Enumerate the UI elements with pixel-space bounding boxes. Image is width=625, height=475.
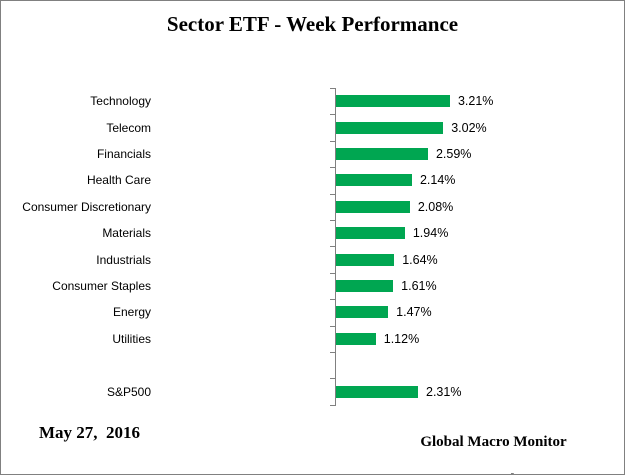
- axis-tick-mark: [330, 272, 336, 274]
- bar: [336, 253, 395, 266]
- value-label: 3.02%: [451, 120, 487, 135]
- axis-tick-mark: [330, 167, 336, 169]
- bar: [336, 227, 405, 240]
- bar: [336, 174, 412, 187]
- bar: [336, 280, 394, 292]
- category-label: Consumer Discretionary: [22, 199, 151, 214]
- value-label: 1.61%: [401, 278, 437, 293]
- axis-tick-mark: [330, 299, 336, 301]
- bar: [336, 95, 450, 108]
- date-annotation: May 27, 2016: [39, 423, 141, 442]
- value-label: 2.14%: [419, 173, 456, 188]
- category-label: Industrials: [96, 252, 151, 267]
- axis-tick-mark: [330, 114, 336, 116]
- source-attribution: Global Macro Monitor macromon.wordpress.…: [376, 414, 596, 474]
- axis-tick-mark: [330, 193, 336, 195]
- category-label: Health Care: [86, 173, 151, 188]
- axis-tick-mark: [330, 325, 336, 327]
- axis-tick-mark: [330, 404, 336, 406]
- category-label: Energy: [112, 305, 151, 320]
- bar: [336, 385, 418, 398]
- bar: [336, 121, 444, 134]
- axis-tick-mark: [330, 220, 336, 221]
- value-label: 1.64%: [402, 252, 438, 267]
- value-label: 2.31%: [426, 384, 462, 399]
- source-name: Global Macro Monitor: [420, 434, 567, 450]
- axis-tick-mark: [330, 378, 336, 380]
- value-label: 1.94%: [412, 226, 449, 241]
- value-label: 2.08%: [417, 199, 454, 214]
- axis-tick-mark: [330, 352, 336, 353]
- bar: [336, 306, 389, 319]
- value-label: 1.12%: [383, 331, 420, 346]
- category-label: Telecom: [106, 120, 151, 135]
- category-label: Materials: [102, 226, 151, 241]
- axis-tick-mark: [330, 88, 336, 89]
- bar: [336, 332, 376, 345]
- chart-title: Sector ETF - Week Performance: [166, 12, 459, 36]
- category-label: Utilities: [112, 331, 151, 346]
- bar: [336, 200, 410, 213]
- bar: [336, 148, 428, 160]
- category-label: S&P500: [106, 384, 151, 399]
- axis-tick-mark: [330, 140, 336, 142]
- value-label: 1.47%: [396, 305, 432, 320]
- value-label: 3.21%: [457, 94, 494, 109]
- source-url: macromon.wordpress.com: [409, 472, 578, 474]
- category-label: Technology: [90, 94, 151, 109]
- category-label: Financials: [96, 146, 151, 161]
- category-label: Consumer Staples: [52, 278, 151, 293]
- value-label: 2.59%: [435, 146, 472, 161]
- axis-tick-mark: [330, 246, 336, 248]
